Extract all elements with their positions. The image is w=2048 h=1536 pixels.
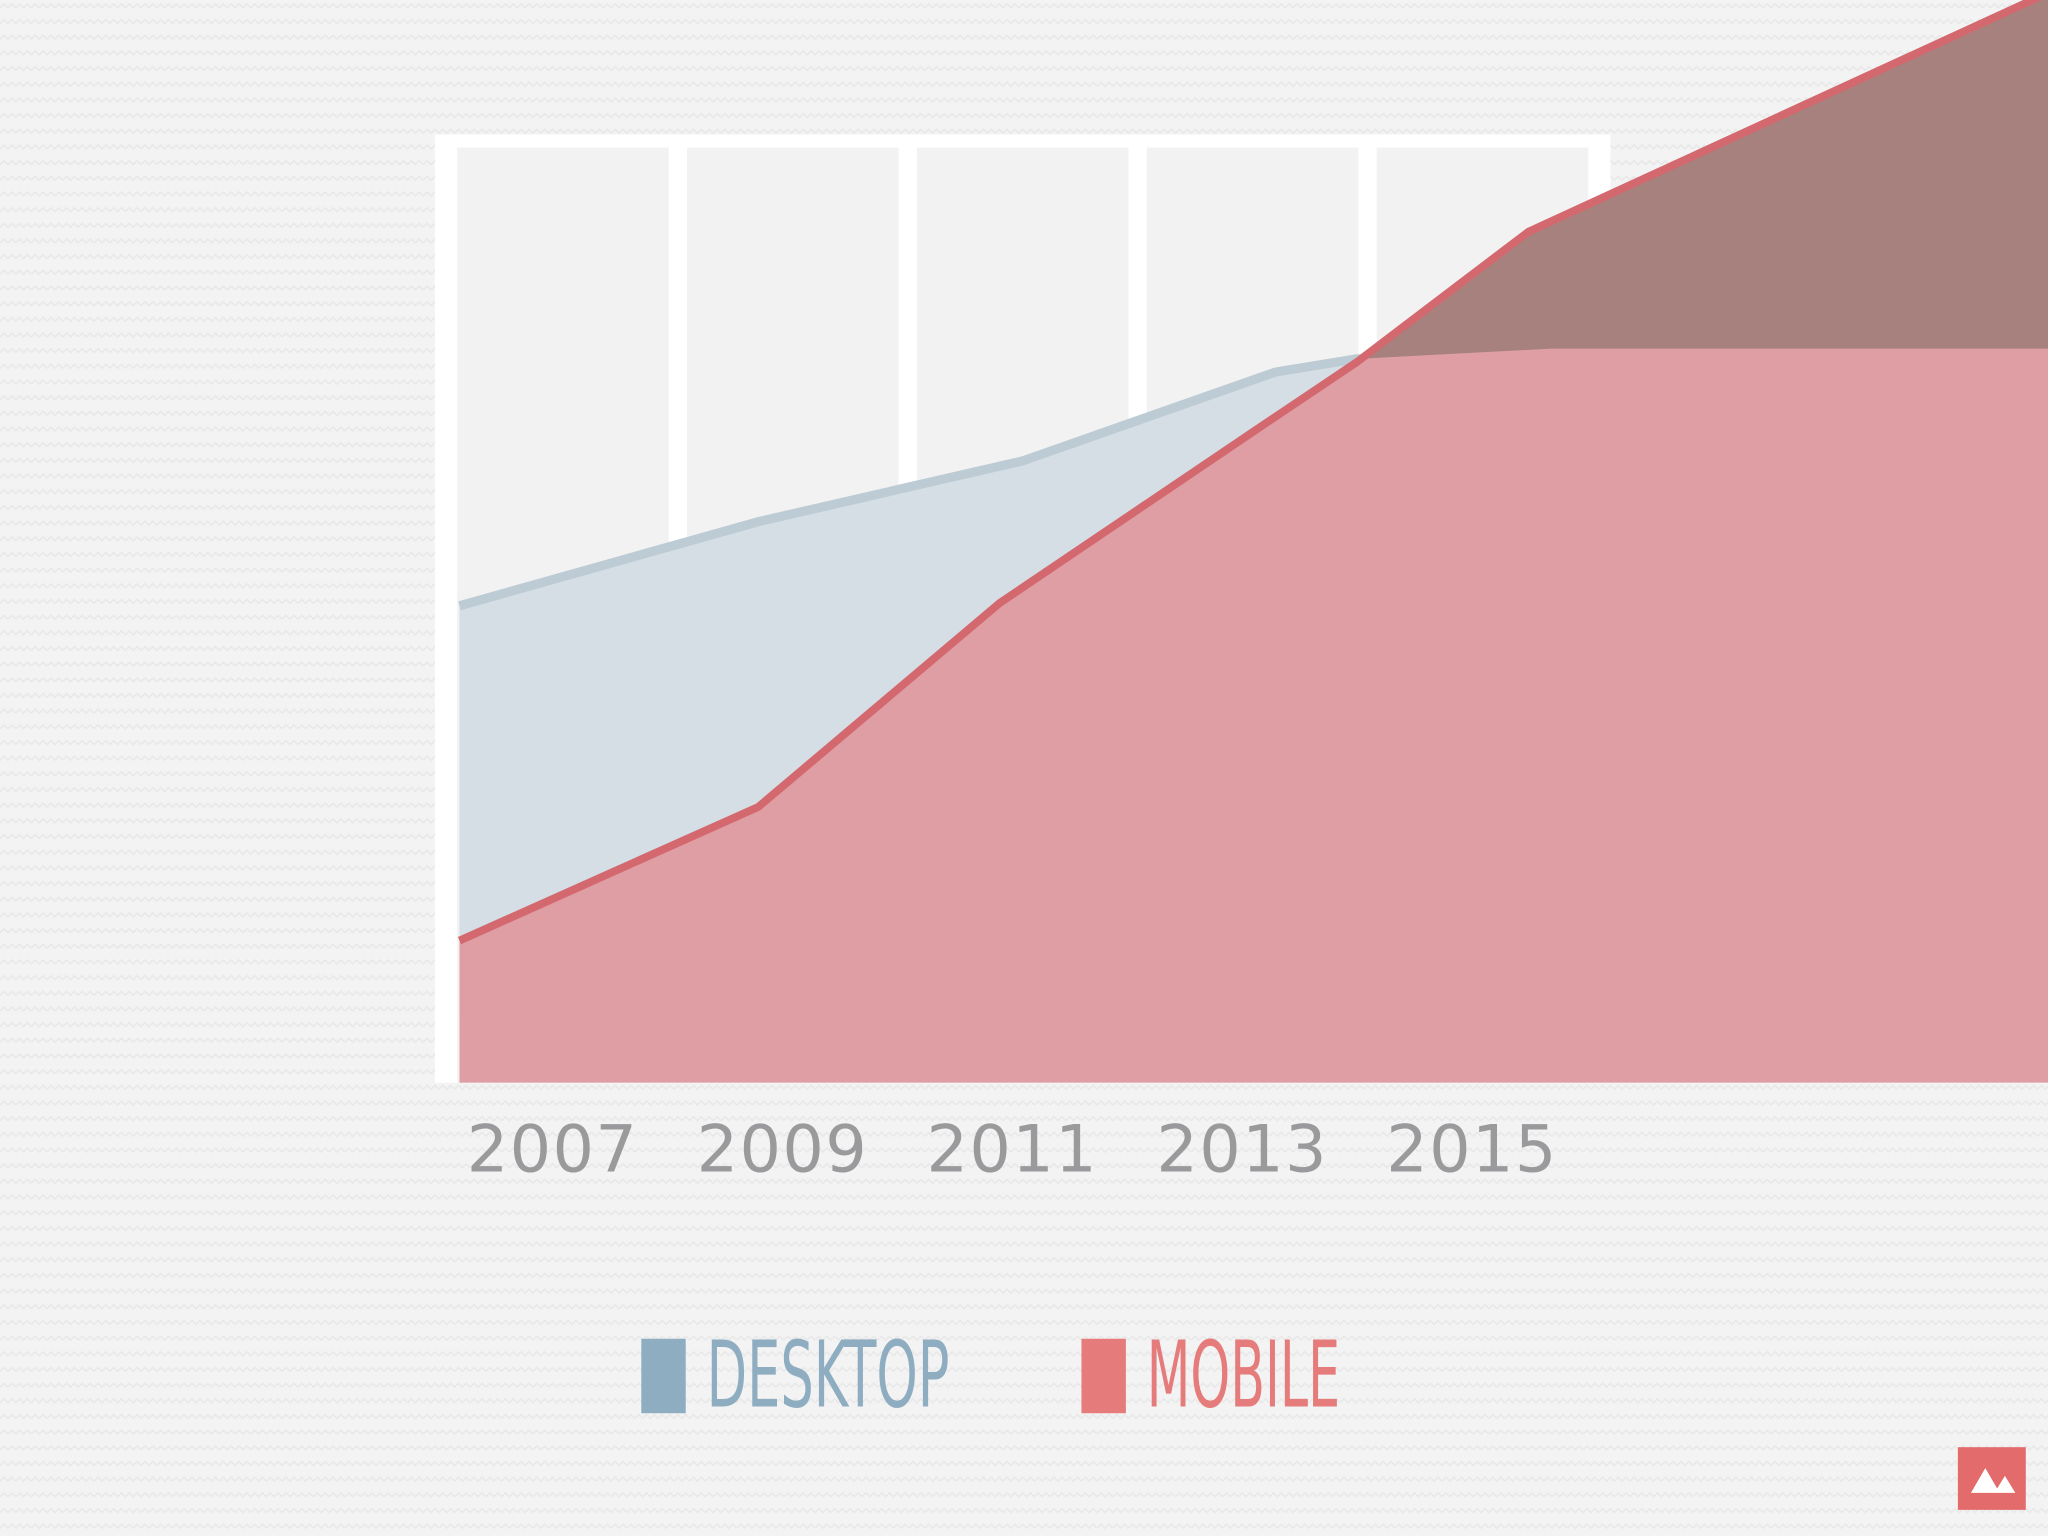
x-tick-label: 2011 [927,1112,1098,1188]
x-tick-label: 2009 [697,1112,868,1188]
legend-swatch [641,1338,686,1414]
x-tick-label: 2007 [467,1112,638,1188]
mobile-line [457,0,2042,945]
legend-label: DESKTOP [707,1322,950,1429]
legend-swatch [1081,1338,1126,1414]
x-tick-label: 2015 [1386,1112,1557,1188]
x-tick-label: 2013 [1156,1112,1327,1188]
legend-label: MOBILE [1147,1322,1340,1429]
logo [1957,1447,2026,1510]
